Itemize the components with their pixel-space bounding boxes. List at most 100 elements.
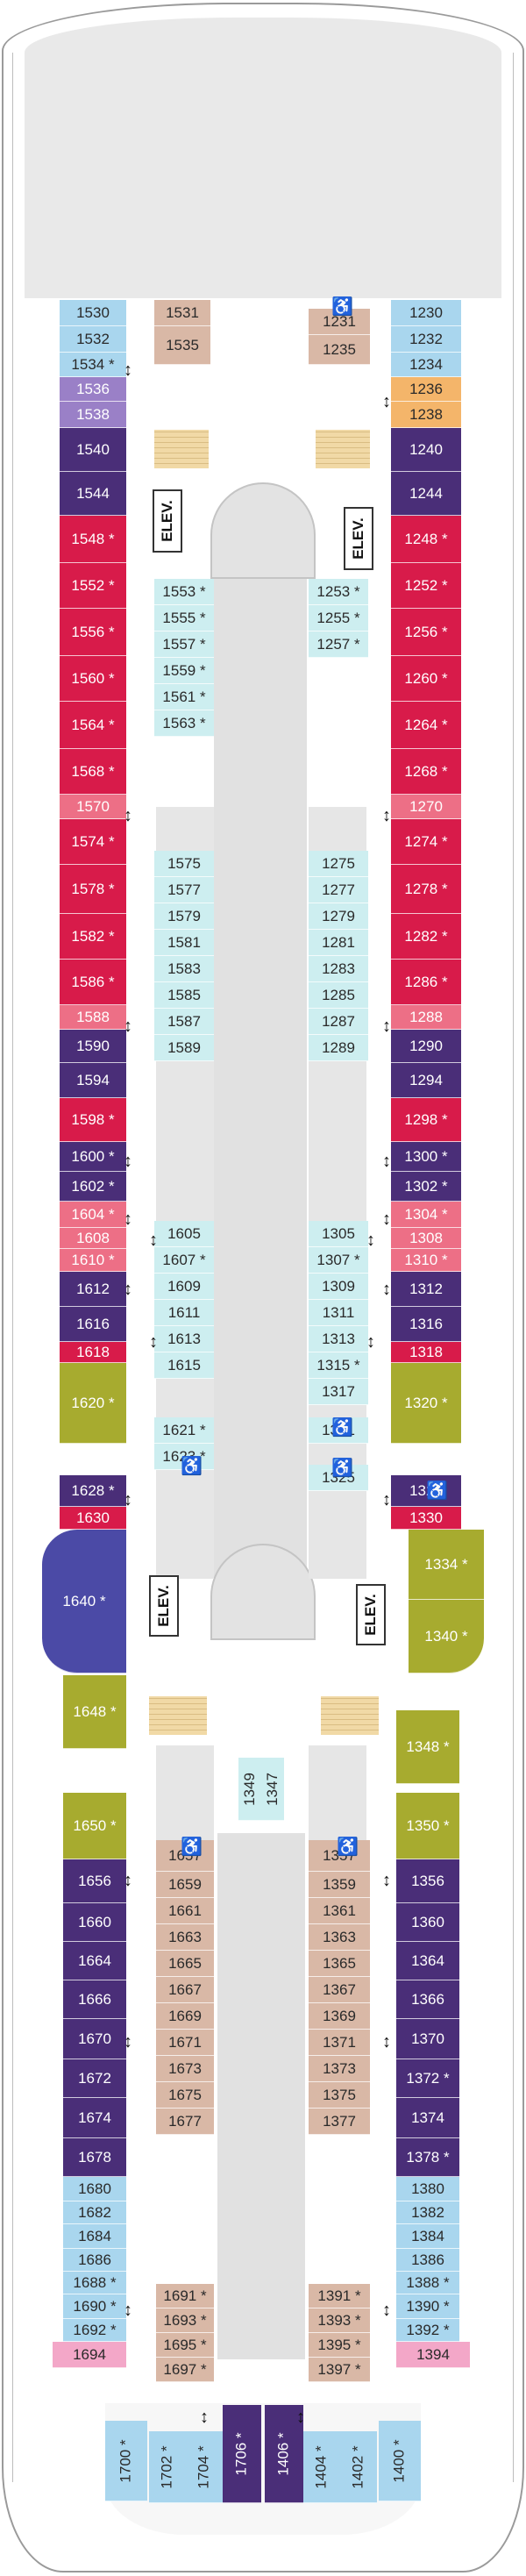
cabin-1610[interactable]: 1610 * xyxy=(60,1249,126,1272)
cabin-1628[interactable]: 1628 * xyxy=(60,1475,126,1507)
cabin-1616[interactable]: 1616 xyxy=(60,1307,126,1342)
cabin-1274[interactable]: 1274 * xyxy=(391,819,461,865)
cabin-1372[interactable]: 1372 * xyxy=(396,2059,459,2098)
cabin-1640[interactable]: 1640 * xyxy=(42,1530,126,1673)
cabin-1392[interactable]: 1392 * xyxy=(396,2319,459,2342)
cabin-1538[interactable]: 1538 xyxy=(60,402,126,428)
cabin-1290[interactable]: 1290 xyxy=(391,1030,461,1063)
cabin-1694[interactable]: 1694 xyxy=(53,2342,126,2368)
cabin-1300[interactable]: 1300 * xyxy=(391,1142,461,1172)
cabin-1697[interactable]: 1697 * xyxy=(156,2358,214,2382)
cabin-1275[interactable]: 1275 xyxy=(309,851,368,877)
cabin-1260[interactable]: 1260 * xyxy=(391,656,461,702)
cabin-1664[interactable]: 1664 xyxy=(63,1942,126,1980)
cabin-1659[interactable]: 1659 xyxy=(156,1872,214,1898)
cabin-1621[interactable]: 1621 * xyxy=(154,1417,214,1444)
cabin-1611[interactable]: 1611 xyxy=(154,1300,214,1326)
cabin-1548[interactable]: 1548 * xyxy=(60,516,126,563)
cabin-1334[interactable]: 1334 * xyxy=(409,1530,484,1600)
cabin-1556[interactable]: 1556 * xyxy=(60,609,126,656)
cabin-1278[interactable]: 1278 * xyxy=(391,865,461,914)
cabin-1268[interactable]: 1268 * xyxy=(391,749,461,795)
cabin-1397[interactable]: 1397 * xyxy=(309,2358,370,2382)
cabin-1568[interactable]: 1568 * xyxy=(60,749,126,795)
cabin-1270[interactable]: 1270 xyxy=(391,795,461,819)
cabin-1587[interactable]: 1587 xyxy=(154,1009,214,1035)
cabin-1553[interactable]: 1553 * xyxy=(154,579,214,605)
cabin-1677[interactable]: 1677 xyxy=(156,2109,214,2135)
cabin-1318[interactable]: 1318 xyxy=(391,1342,461,1363)
cabin-1309[interactable]: 1309 xyxy=(309,1274,368,1300)
cabin-1294[interactable]: 1294 xyxy=(391,1063,461,1098)
cabin-1359[interactable]: 1359 xyxy=(309,1872,370,1898)
cabin-1531[interactable]: 1531 xyxy=(154,300,210,326)
cabin-1532[interactable]: 1532 xyxy=(60,326,126,353)
cabin-1691[interactable]: 1691 * xyxy=(156,2284,214,2308)
cabin-1686[interactable]: 1686 xyxy=(63,2249,126,2272)
cabin-1390[interactable]: 1390 * xyxy=(396,2294,459,2319)
cabin-1663[interactable]: 1663 xyxy=(156,1924,214,1951)
cabin-1555[interactable]: 1555 * xyxy=(154,605,214,632)
cabin-1650[interactable]: 1650 * xyxy=(63,1793,126,1859)
cabin-1230[interactable]: 1230 xyxy=(391,300,461,326)
cabin-1313[interactable]: 1313 xyxy=(309,1326,368,1352)
cabin-1298[interactable]: 1298 * xyxy=(391,1098,461,1142)
cabin-1370[interactable]: 1370 xyxy=(396,2019,459,2059)
cabin-1579[interactable]: 1579 xyxy=(154,903,214,930)
cabin-1598[interactable]: 1598 * xyxy=(60,1098,126,1142)
cabin-1695[interactable]: 1695 * xyxy=(156,2333,214,2358)
cabin-1289[interactable]: 1289 xyxy=(309,1035,368,1061)
cabin-1377[interactable]: 1377 xyxy=(309,2109,370,2135)
cabin-1302[interactable]: 1302 * xyxy=(391,1172,461,1202)
cabin-1661[interactable]: 1661 xyxy=(156,1898,214,1924)
cabin-1557[interactable]: 1557 * xyxy=(154,632,214,658)
cabin-1367[interactable]: 1367 xyxy=(309,1977,370,2003)
cabin-1279[interactable]: 1279 xyxy=(309,903,368,930)
cabin-1667[interactable]: 1667 xyxy=(156,1977,214,2003)
cabin-1680[interactable]: 1680 xyxy=(63,2177,126,2201)
cabin-1700[interactable]: 1700 * xyxy=(105,2421,147,2501)
cabin-1678[interactable]: 1678 xyxy=(63,2138,126,2177)
cabin-1535[interactable]: 1535 xyxy=(154,326,210,365)
cabin-1365[interactable]: 1365 xyxy=(309,1951,370,1977)
cabin-1690[interactable]: 1690 * xyxy=(63,2294,126,2319)
cabin-1231[interactable]: 1231 xyxy=(309,309,370,335)
cabin-1682[interactable]: 1682 xyxy=(63,2201,126,2224)
cabin-1244[interactable]: 1244 xyxy=(391,472,461,516)
cabin-1357[interactable]: 1357 xyxy=(309,1840,370,1872)
cabin-1552[interactable]: 1552 * xyxy=(60,563,126,609)
cabin-1693[interactable]: 1693 * xyxy=(156,2308,214,2333)
cabin-1256[interactable]: 1256 * xyxy=(391,609,461,656)
cabin-1560[interactable]: 1560 * xyxy=(60,656,126,702)
cabin-1257[interactable]: 1257 * xyxy=(309,632,368,658)
cabin-1394[interactable]: 1394 xyxy=(396,2342,470,2368)
cabin-1264[interactable]: 1264 * xyxy=(391,702,461,749)
cabin-1612[interactable]: 1612 xyxy=(60,1272,126,1307)
cabin-1232[interactable]: 1232 xyxy=(391,326,461,353)
cabin-1386[interactable]: 1386 xyxy=(396,2249,459,2272)
cabin-1586[interactable]: 1586 * xyxy=(60,960,126,1005)
cabin-1602[interactable]: 1602 * xyxy=(60,1172,126,1202)
cabin-1366[interactable]: 1366 xyxy=(396,1980,459,2019)
cabin-1371[interactable]: 1371 xyxy=(309,2030,370,2056)
cabin-1311[interactable]: 1311 xyxy=(309,1300,368,1326)
cabin-1583[interactable]: 1583 xyxy=(154,956,214,982)
cabin-1400[interactable]: 1400 * xyxy=(379,2421,421,2501)
cabin-1564[interactable]: 1564 * xyxy=(60,702,126,749)
cabin-1312[interactable]: 1312 xyxy=(391,1272,461,1307)
cabin-1277[interactable]: 1277 xyxy=(309,877,368,903)
cabin-1393[interactable]: 1393 * xyxy=(309,2308,370,2333)
cabin-1281[interactable]: 1281 xyxy=(309,930,368,956)
cabin-1252[interactable]: 1252 * xyxy=(391,563,461,609)
cabin-1369[interactable]: 1369 xyxy=(309,2003,370,2030)
cabin-1675[interactable]: 1675 xyxy=(156,2082,214,2109)
cabin-1285[interactable]: 1285 xyxy=(309,982,368,1009)
cabin-1673[interactable]: 1673 xyxy=(156,2056,214,2082)
cabin-1607[interactable]: 1607 * xyxy=(154,1247,214,1274)
cabin-1582[interactable]: 1582 * xyxy=(60,914,126,960)
cabin-1609[interactable]: 1609 xyxy=(154,1274,214,1300)
cabin-1288[interactable]: 1288 xyxy=(391,1005,461,1030)
cabin-1373[interactable]: 1373 xyxy=(309,2056,370,2082)
cabin-1684[interactable]: 1684 xyxy=(63,2224,126,2249)
cabin-1671[interactable]: 1671 xyxy=(156,2030,214,2056)
